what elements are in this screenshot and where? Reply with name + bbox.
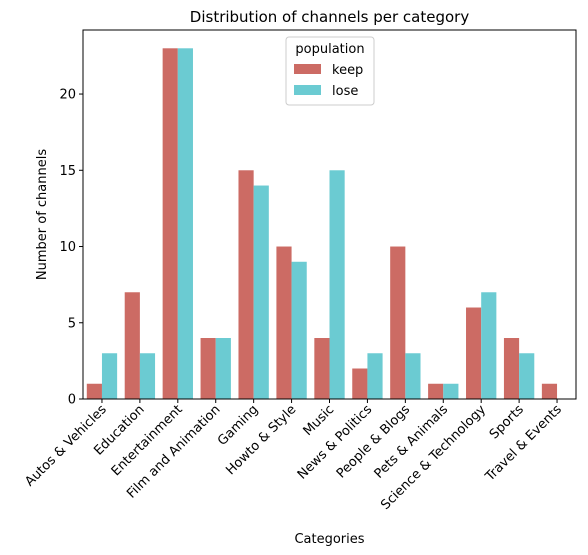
bar-keep-6 (314, 338, 330, 399)
legend: population keep lose (285, 36, 375, 106)
y-axis: 0 5 10 15 20 (59, 88, 83, 408)
legend-swatch-lose (294, 85, 321, 95)
bar-keep-2 (162, 48, 178, 400)
bar-lose-7 (367, 353, 383, 399)
bar-lose-6 (329, 170, 345, 399)
y-tick-label: 5 (68, 316, 76, 331)
x-axis-label: Categories (294, 532, 364, 547)
bar-lose-4 (253, 185, 269, 399)
legend-label-keep: keep (332, 63, 363, 78)
chart-title: Distribution of channels per category (190, 8, 470, 26)
legend-label-lose: lose (332, 84, 358, 99)
bar-keep-4 (238, 170, 254, 399)
bar-keep-8 (390, 246, 406, 399)
bar-lose-11 (519, 353, 535, 399)
bar-lose-8 (405, 353, 421, 399)
bar-keep-7 (352, 368, 368, 399)
bars-group (86, 48, 558, 400)
y-tick-label: 20 (59, 88, 76, 103)
y-tick-label: 15 (59, 164, 76, 179)
plot-frame (82, 29, 577, 400)
bar-keep-9 (428, 383, 444, 399)
bar-keep-12 (541, 383, 558, 399)
bar-keep-10 (466, 307, 482, 399)
bar-keep-11 (503, 338, 520, 399)
bar-lose-0 (101, 353, 118, 399)
x-tick-label: Music (301, 402, 338, 439)
x-axis: Autos & VehiclesEducationEntertainmentFi… (22, 399, 565, 513)
legend-swatch-keep (294, 64, 321, 74)
y-tick-label: 0 (68, 393, 76, 408)
bar-lose-9 (443, 383, 459, 399)
bar-lose-10 (481, 292, 497, 399)
bar-lose-3 (215, 338, 231, 399)
bar-lose-5 (291, 261, 307, 399)
bar-keep-5 (276, 246, 292, 399)
bar-keep-0 (86, 383, 102, 399)
bar-lose-2 (177, 48, 193, 400)
bar-keep-1 (124, 292, 140, 399)
y-tick-label: 10 (59, 240, 76, 255)
bar-keep-3 (200, 338, 216, 399)
x-tick-label: Howto & Style (223, 402, 299, 478)
legend-title: population (295, 42, 364, 57)
y-axis-label: Number of channels (35, 149, 50, 280)
bar-lose-1 (139, 353, 156, 399)
